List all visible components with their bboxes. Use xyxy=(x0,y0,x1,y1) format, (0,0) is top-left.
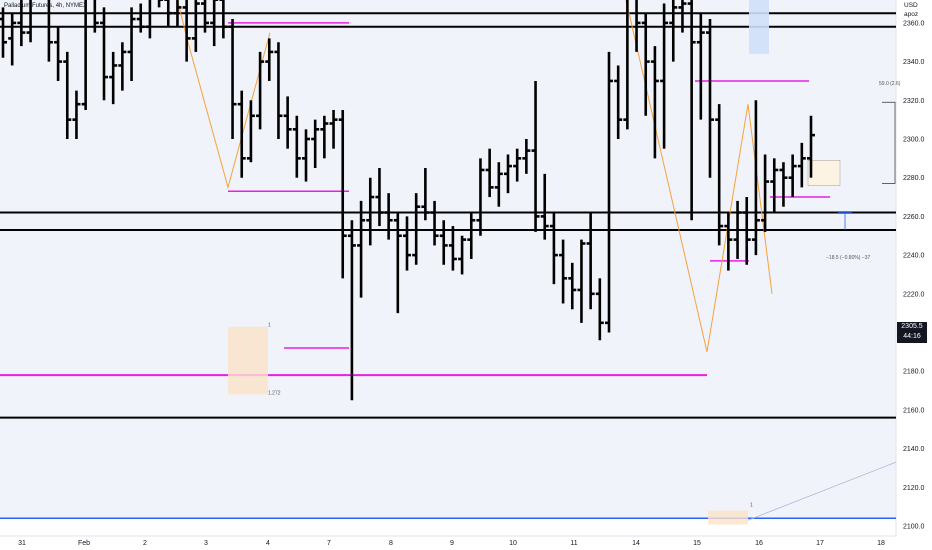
y-tick-label: 2240.0 xyxy=(903,253,925,260)
fib-bottom-right-label: 1 xyxy=(750,503,753,509)
x-tick-label: 17 xyxy=(816,540,824,547)
y-tick-label: 2140.0 xyxy=(903,446,925,453)
y-tick-label: 2280.0 xyxy=(903,175,925,182)
x-tick-label: 10 xyxy=(509,540,517,547)
y-tick-label: 2320.0 xyxy=(903,98,925,105)
measure-up-label: 59.0 (2.6) xyxy=(879,81,901,87)
y-tick-label: 2180.0 xyxy=(903,369,925,376)
x-tick-label: 7 xyxy=(327,540,331,547)
x-tick-label: 14 xyxy=(632,540,640,547)
x-tick-label: 16 xyxy=(755,540,763,547)
last-price-badge: 2305.5 44:16 xyxy=(897,322,927,343)
x-tick-label: 4 xyxy=(266,540,270,547)
fib-left-top-label: 1 xyxy=(268,323,271,329)
trend-line xyxy=(747,461,897,521)
range-shading xyxy=(0,0,896,519)
x-tick-label: 3 xyxy=(204,540,208,547)
bar-countdown: 44:16 xyxy=(903,333,921,340)
y-tick-label: 2260.0 xyxy=(903,214,925,221)
fib-left-bottom-label: 1.272 xyxy=(268,390,281,396)
x-tick-label: 15 xyxy=(693,540,701,547)
x-tick-label: 8 xyxy=(389,540,393,547)
fib-zone-left xyxy=(228,326,268,395)
target-box xyxy=(807,160,841,186)
x-tick-label: 31 xyxy=(18,540,26,547)
measure-down-label: −18.5 (−0.80%) −37 xyxy=(826,255,871,261)
y-tick-label: 2160.0 xyxy=(903,407,925,414)
x-tick-label: 18 xyxy=(877,540,885,547)
currency-label: USD xyxy=(904,2,918,9)
x-tick-label: Feb xyxy=(78,540,90,547)
symbol-title[interactable]: Palladium Futures, 4h, NYMEX xyxy=(4,3,88,9)
fib-zone-bottom xyxy=(708,510,748,525)
y-tick-label: 2120.0 xyxy=(903,485,925,492)
fib-zone-top xyxy=(749,0,769,54)
y-tick-label: 2300.0 xyxy=(903,137,925,144)
measure-up-bracket xyxy=(882,101,896,184)
currency-sub-label: apoz xyxy=(904,11,919,18)
last-price-value: 2305.5 xyxy=(901,323,923,330)
zigzag-left xyxy=(176,0,271,190)
y-tick-label: 2220.0 xyxy=(903,291,925,298)
currency-badge[interactable]: USD apoz xyxy=(904,1,918,19)
y-tick-label: 2360.0 xyxy=(903,20,925,27)
y-tick-label: 2100.0 xyxy=(903,524,925,531)
y-tick-label: 2340.0 xyxy=(903,59,925,66)
measure-down-bracket xyxy=(838,212,852,230)
x-tick-label: 2 xyxy=(143,540,147,547)
x-tick-label: 9 xyxy=(450,540,454,547)
x-tick-label: 11 xyxy=(570,540,577,547)
